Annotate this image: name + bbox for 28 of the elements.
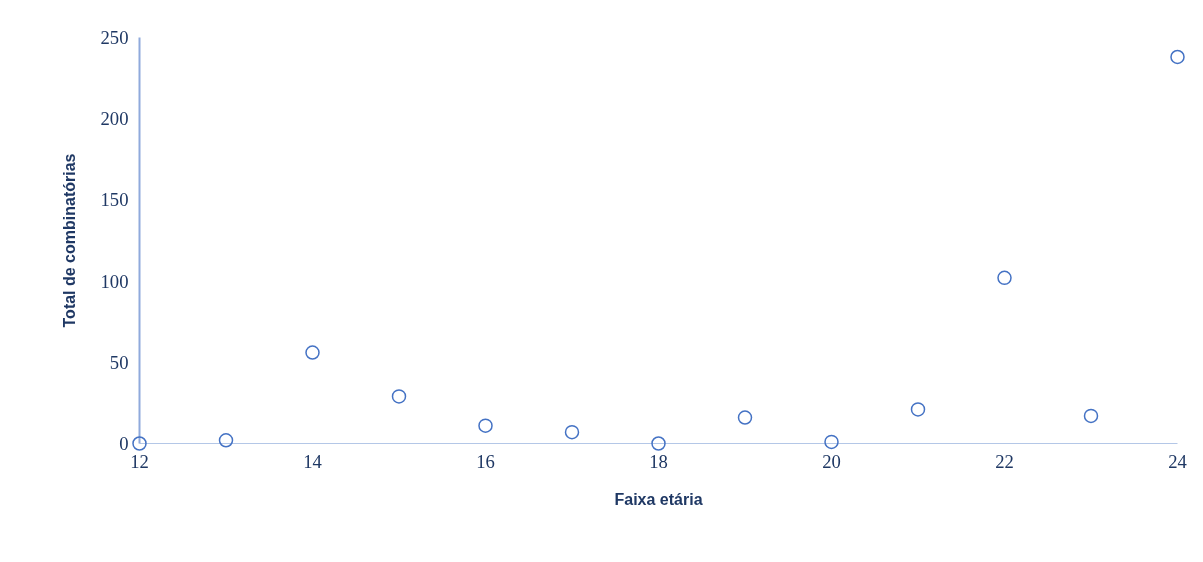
point (1083, 408, 1099, 424)
x-tick-label: 14 (303, 450, 323, 472)
x-tick-label: 12 (130, 450, 149, 472)
point (997, 270, 1012, 286)
y-tick-label: 250 (100, 27, 129, 48)
x-tick-label: 24 (1168, 450, 1188, 472)
x-tick-label: 16 (476, 450, 495, 472)
y-tick-label: 100 (100, 270, 129, 292)
point (651, 436, 666, 451)
y-axis-title: Total de combinatórias (60, 153, 78, 328)
point (391, 389, 407, 404)
x-tick-label: 20 (822, 450, 841, 472)
point (132, 436, 147, 451)
y-tick-label: 0 (119, 433, 129, 454)
x-tick-label: 22 (995, 450, 1014, 472)
x-tick-label: 18 (649, 450, 668, 472)
point (824, 434, 839, 450)
y-tick-label: 150 (100, 189, 129, 211)
point (478, 418, 493, 433)
point (737, 410, 753, 425)
y-tick-label: 200 (100, 108, 129, 130)
x-axis-title: Faixa etária (614, 490, 703, 508)
point (305, 345, 320, 360)
point (910, 402, 926, 417)
y-tick-label: 50 (109, 351, 129, 373)
point (1170, 49, 1185, 65)
point (564, 424, 580, 440)
point (218, 433, 234, 448)
